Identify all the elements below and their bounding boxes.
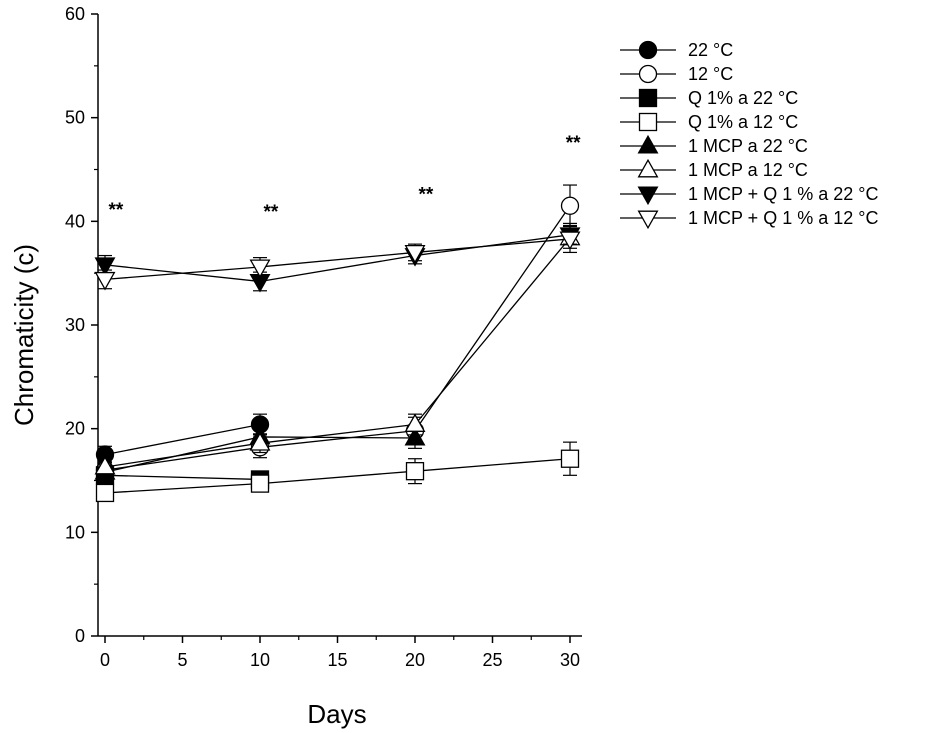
legend-item: 12 °C	[620, 64, 733, 84]
series-4	[95, 441, 580, 503]
data-point	[94, 455, 116, 475]
legend-label: 1 MCP a 22 °C	[688, 136, 808, 156]
legend-marker	[638, 40, 658, 60]
data-point	[560, 196, 580, 215]
significance-label: **	[108, 200, 123, 221]
series-line	[104, 423, 261, 456]
data-point	[559, 231, 581, 251]
x-tick-label: 15	[327, 650, 347, 670]
data-point	[94, 271, 116, 291]
series-line	[104, 237, 571, 468]
data-point	[404, 426, 426, 446]
legend-item: 1 MCP + Q 1 % a 12 °C	[620, 208, 878, 230]
y-tick-label: 0	[75, 626, 85, 646]
legend-label: 12 °C	[688, 64, 733, 84]
x-tick-label: 10	[250, 650, 270, 670]
legend-marker	[638, 88, 658, 108]
significance-label: **	[566, 133, 581, 154]
series-line	[104, 238, 571, 281]
legend-marker	[637, 210, 659, 230]
legend-marker	[638, 64, 658, 84]
legend-marker	[637, 186, 659, 206]
series-layer	[94, 184, 581, 503]
legend-label: 1 MCP + Q 1 % a 22 °C	[688, 184, 878, 204]
series-line	[104, 458, 571, 494]
x-tick-label: 5	[177, 650, 187, 670]
legend-label: 22 °C	[688, 40, 733, 60]
y-tick-label: 30	[65, 315, 85, 335]
legend-item: Q 1% a 22 °C	[620, 88, 798, 108]
data-point	[560, 449, 580, 468]
data-point	[404, 413, 426, 432]
legend-marker	[638, 112, 658, 132]
y-tick-label: 50	[65, 108, 85, 128]
x-axis-title: Days	[307, 699, 366, 729]
series-2	[95, 184, 580, 480]
y-tick-label: 10	[65, 522, 85, 542]
data-point	[249, 259, 271, 279]
series-line	[104, 474, 261, 481]
series-6	[94, 222, 581, 475]
data-point	[95, 483, 115, 503]
legend: 22 °C 12 °C Q 1% a 22 °C Q 1% a 12 °C 1 MCP …	[620, 40, 878, 230]
data-point	[405, 462, 425, 481]
legend-label: 1 MCP a 12 °C	[688, 160, 808, 180]
data-point	[94, 257, 116, 276]
y-tick-label: 60	[65, 4, 85, 24]
legend-item: 22 °C	[620, 40, 733, 60]
y-axis-title: Chromaticity (c)	[9, 244, 39, 426]
data-point	[404, 244, 426, 264]
x-tick-label: 0	[100, 650, 110, 670]
x-tick-label: 30	[560, 650, 580, 670]
legend-label: Q 1% a 12 °C	[688, 112, 798, 132]
legend-item: 1 MCP a 12 °C	[620, 158, 808, 180]
x-tick-label: 25	[482, 650, 502, 670]
data-point	[249, 432, 271, 451]
x-tick-label: 20	[405, 650, 425, 670]
series-line	[104, 234, 571, 283]
series-8	[94, 229, 581, 291]
data-point	[250, 474, 270, 493]
legend-label: Q 1% a 22 °C	[688, 88, 798, 108]
y-tick-label: 40	[65, 211, 85, 231]
significance-label: **	[418, 185, 433, 206]
legend-item: 1 MCP a 22 °C	[620, 134, 808, 156]
legend-item: 1 MCP + Q 1 % a 22 °C	[620, 184, 878, 206]
legend-item: Q 1% a 12 °C	[620, 112, 798, 132]
y-tick-label: 20	[65, 419, 85, 439]
legend-marker	[637, 158, 659, 178]
significance-label: **	[263, 202, 278, 223]
annotation-layer: ** ** ** **	[108, 133, 581, 223]
series-7	[94, 224, 581, 293]
axes: 0 10 20 30 40 50 60 0 5 10 15 20 25 30	[65, 4, 582, 670]
legend-marker	[637, 134, 659, 154]
legend-label: 1 MCP + Q 1 % a 12 °C	[688, 208, 878, 228]
series-line	[104, 205, 571, 471]
